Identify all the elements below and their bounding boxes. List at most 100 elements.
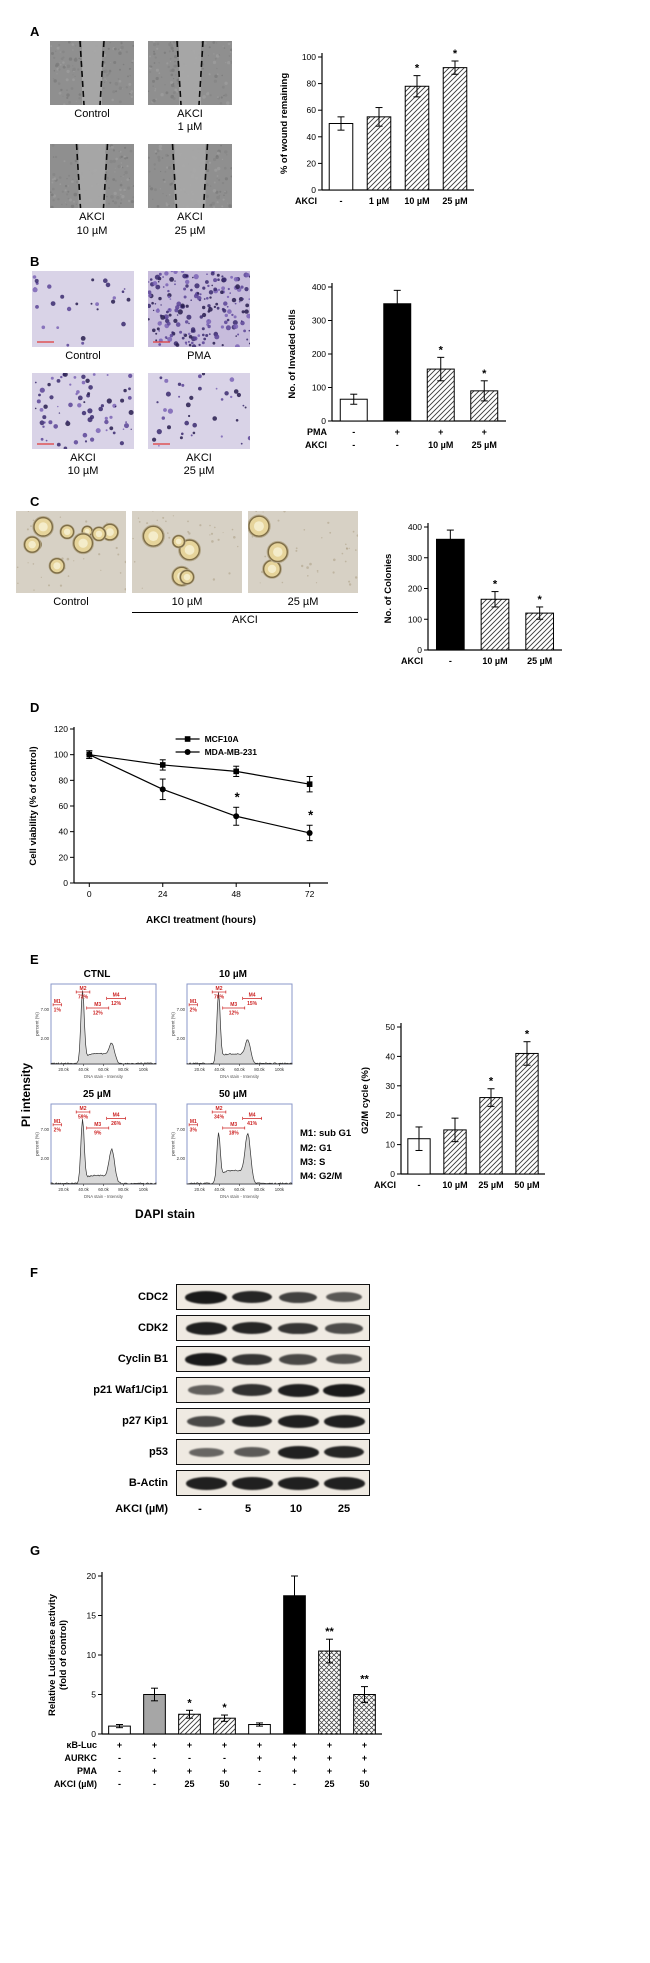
blot-bands (176, 1377, 370, 1404)
svg-text:M3: M3 (94, 1002, 101, 1008)
svg-text:40.0k: 40.0k (214, 1067, 225, 1072)
svg-text:-: - (258, 1779, 261, 1789)
flow-plot-title: 25 µM (83, 1089, 111, 1101)
svg-text:κB-Luc: κB-Luc (66, 1740, 97, 1750)
panel-g: G 0 5 10 15 20 Relative Luciferase activity (f… (6, 1543, 650, 1807)
flow-plot-canvas: M1 3% M2 34% M3 18% M4 41% 20.0k 40.0k 60.0k 80.0k 1… (170, 1100, 296, 1205)
svg-text:+: + (222, 1766, 227, 1776)
blot-label: p21 Waf1/Cip1 (93, 1384, 168, 1397)
panel-label-g: G (30, 1543, 41, 1559)
svg-text:20.0k: 20.0k (194, 1067, 205, 1072)
svg-text:MCF10A: MCF10A (205, 734, 239, 744)
g2m-cycle-chart: 0 10 20 30 40 50 G2/M cycle (%) * * AKCI - 10 µM 25 … (357, 1011, 555, 1208)
blot-band (323, 1477, 365, 1490)
svg-text:*: * (453, 48, 458, 60)
luciferase-activity-chart: 0 5 10 15 20 Relative Luciferase activity (fol… (44, 1560, 650, 1807)
svg-text:*: * (222, 1702, 227, 1714)
wound-micrograph (148, 144, 232, 209)
panel-e: E PI intensity CTNL M1 1% M2 73% M3 12% M4 12% 20… (6, 952, 650, 1221)
blot-dose-row: AKCI (µM) - 5 10 25 (70, 1503, 650, 1515)
svg-text:+: + (327, 1740, 332, 1750)
svg-text:AKCI: AKCI (295, 196, 317, 206)
svg-text:26%: 26% (111, 1121, 122, 1127)
svg-text:2.00: 2.00 (177, 1156, 186, 1161)
svg-text:40.0k: 40.0k (78, 1187, 89, 1192)
svg-text:20.0k: 20.0k (194, 1187, 205, 1192)
svg-text:60.0k: 60.0k (234, 1067, 245, 1072)
svg-text:*: * (415, 63, 420, 75)
blot-row: CDK2 (70, 1315, 650, 1342)
svg-text:2%: 2% (54, 1128, 62, 1134)
svg-text:80.0k: 80.0k (254, 1187, 265, 1192)
panel-c: C Control 10 µM 25 µM AKCI 0 100 200 300 400 No… (6, 494, 650, 684)
svg-text:+: + (438, 427, 443, 437)
svg-text:40: 40 (307, 132, 317, 142)
svg-text:0: 0 (63, 878, 68, 888)
colony-image: 10 µM (132, 511, 242, 609)
svg-text:M2: M2 (80, 1106, 87, 1112)
svg-text:AKCI treatment (hours): AKCI treatment (hours) (146, 915, 256, 926)
panel-label-a: A (30, 24, 40, 39)
blot-band (232, 1353, 272, 1366)
svg-text:25 µM: 25 µM (479, 1180, 504, 1190)
flow-gate-legend: M1: sub G1 M2: G1 M3: S M4: G2/M (300, 1127, 351, 1184)
svg-text:*: * (493, 579, 498, 591)
svg-text:M1: M1 (54, 999, 61, 1005)
svg-text:25 µM: 25 µM (527, 656, 552, 666)
svg-text:-: - (118, 1766, 121, 1776)
blot-label: CDC2 (138, 1291, 168, 1304)
svg-text:80.0k: 80.0k (118, 1187, 129, 1192)
svg-text:20: 20 (307, 158, 317, 168)
svg-text:**: ** (360, 1674, 369, 1686)
blot-row: Cyclin B1 (70, 1346, 650, 1373)
svg-text:-: - (258, 1766, 261, 1776)
svg-text:M4: M4 (113, 1113, 120, 1119)
svg-text:-: - (352, 440, 355, 450)
svg-text:12%: 12% (111, 1001, 122, 1007)
wound-image: AKCI 25 µM (148, 144, 232, 237)
svg-text:M4: M4 (249, 993, 256, 999)
blot-band (185, 1322, 227, 1335)
image-caption: 25 µM (287, 596, 319, 609)
svg-text:G2/M cycle (%): G2/M cycle (%) (360, 1067, 371, 1134)
blot-band (279, 1353, 317, 1365)
blot-label: p27 Kip1 (122, 1415, 168, 1428)
svg-text:+: + (257, 1740, 262, 1750)
svg-text:20: 20 (59, 853, 69, 863)
svg-text:300: 300 (408, 553, 422, 563)
image-caption: Control (74, 108, 110, 120)
svg-text:+: + (117, 1740, 122, 1750)
svg-text:15%: 15% (247, 1001, 258, 1007)
svg-text:+: + (362, 1766, 367, 1776)
svg-text:+: + (292, 1740, 297, 1750)
image-caption: AKCI 1 µM (177, 108, 203, 134)
colony-micrograph (132, 511, 242, 594)
svg-text:20.0k: 20.0k (58, 1067, 69, 1072)
dapi-stain-label: DAPI stain (134, 1207, 195, 1222)
blot-band (277, 1446, 319, 1459)
svg-text:40: 40 (386, 1052, 396, 1062)
svg-text:0: 0 (417, 645, 422, 655)
svg-text:*: * (489, 1076, 494, 1088)
svg-text:*: * (482, 368, 487, 380)
svg-text:7.00: 7.00 (41, 1008, 50, 1013)
svg-text:200: 200 (312, 349, 326, 359)
blot-row: CDC2 (70, 1284, 650, 1311)
invasion-micrograph (32, 372, 134, 449)
svg-text:20: 20 (386, 1111, 396, 1121)
svg-text:25: 25 (184, 1779, 194, 1789)
image-caption: PMA (187, 349, 211, 362)
svg-text:No. of Colonies: No. of Colonies (383, 554, 394, 624)
wound-micrograph (50, 144, 134, 209)
svg-text:+: + (187, 1766, 192, 1776)
svg-text:400: 400 (312, 282, 326, 292)
svg-text:10: 10 (386, 1140, 396, 1150)
wound-image: AKCI 1 µM (148, 41, 232, 134)
invasion-micrograph (148, 270, 250, 347)
svg-text:+: + (292, 1766, 297, 1776)
svg-text:34%: 34% (214, 1115, 225, 1121)
blot-label: p53 (149, 1446, 168, 1459)
svg-text:25 µM: 25 µM (442, 196, 467, 206)
svg-text:50 µM: 50 µM (515, 1180, 540, 1190)
svg-text:80: 80 (307, 79, 317, 89)
